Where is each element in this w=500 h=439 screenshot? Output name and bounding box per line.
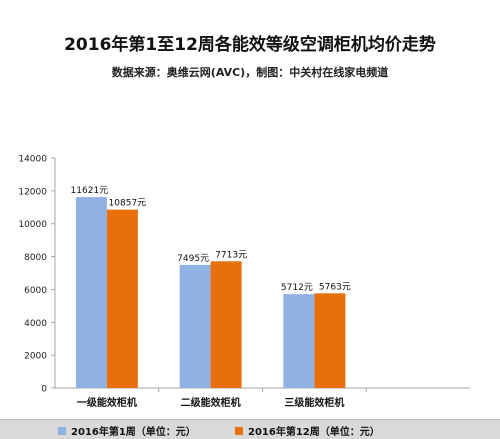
data-label: 7713元 <box>215 250 247 260</box>
bar <box>314 293 346 388</box>
y-tick-label: 2000 <box>24 352 47 362</box>
y-tick-label: 8000 <box>24 253 47 263</box>
legend-label-series-2: 2016年第12周（单位：元） <box>248 427 380 438</box>
legend-label-series-1: 2016年第1周（单位：元） <box>71 427 196 438</box>
chart-title: 2016年第1至12周各能效等级空调柜机均价走势 <box>64 35 436 55</box>
y-tick-label: 10000 <box>18 220 47 230</box>
data-label: 10857元 <box>109 199 147 209</box>
data-label: 7495元 <box>177 254 209 264</box>
bar <box>179 264 211 388</box>
data-label: 5712元 <box>281 283 313 293</box>
chart-subtitle: 数据来源：奥维云网(AVC)，制图：中关村在线家电频道 <box>111 66 389 79</box>
x-tick-label: 三级能效柜机 <box>284 396 344 409</box>
y-tick-label: 14000 <box>18 155 47 165</box>
legend-item-series-2: 2016年第12周（单位：元） <box>235 423 380 438</box>
y-tick-label: 6000 <box>24 286 47 296</box>
legend: 2016年第1周（单位：元） 2016年第12周（单位：元） <box>0 419 500 439</box>
y-tick-label: 12000 <box>18 187 47 197</box>
legend-swatch-series-1 <box>58 426 66 435</box>
bar <box>75 197 107 388</box>
x-tick-label: 一级能效柜机 <box>77 396 137 409</box>
y-tick-label: 4000 <box>24 319 47 329</box>
bar-chart: 0 2000 4000 6000 8000 10000 12000 14000 一级能效柜机 11… <box>18 155 470 409</box>
y-tick-label: 0 <box>41 385 47 395</box>
bar <box>210 261 242 388</box>
bar <box>283 294 315 388</box>
data-label: 11621元 <box>71 186 109 196</box>
legend-item-series-1: 2016年第1周（单位：元） <box>58 423 196 438</box>
legend-swatch-series-2 <box>235 426 243 435</box>
x-tick-label: 二级能效柜机 <box>181 396 241 409</box>
data-label: 5763元 <box>319 282 351 292</box>
bar <box>106 209 138 388</box>
